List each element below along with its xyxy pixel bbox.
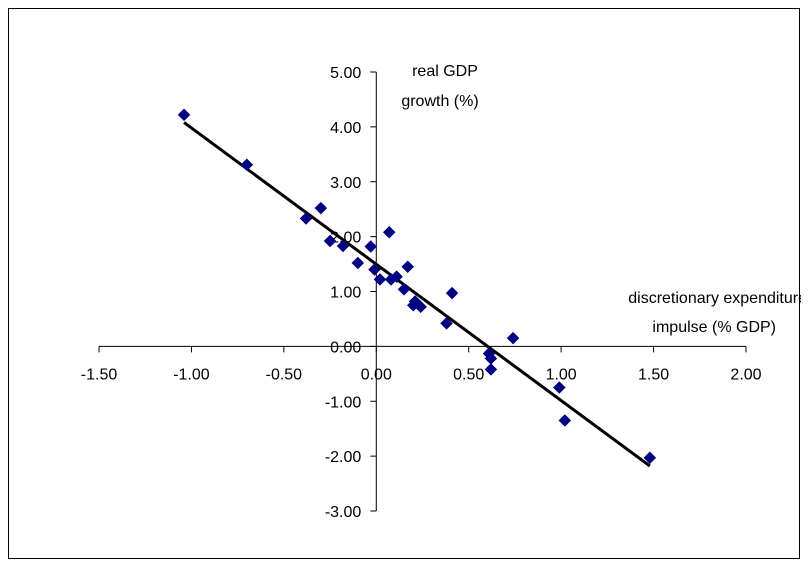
y-axis-title-line1: real GDP (412, 63, 478, 80)
data-point (558, 414, 572, 427)
trendline (183, 121, 651, 468)
data-point (364, 240, 378, 253)
y-tick-label: 3.00 (330, 175, 361, 192)
data-point (484, 363, 498, 376)
data-point (382, 225, 396, 239)
chart-area: -1.50 -1.00 -0.50 0.00 0.50 1.00 1.50 2.00 5.00… (8, 8, 801, 559)
x-tick-label: 0.50 (453, 366, 484, 383)
scatter-plot: -1.50 -1.00 -0.50 0.00 0.50 1.00 1.50 2.00 5.00… (81, 63, 801, 521)
data-point (397, 282, 411, 296)
x-tick-labels: -1.50 -1.00 -0.50 0.00 0.50 1.00 1.50 2.00 (81, 366, 762, 383)
y-tick-label: 1.00 (330, 285, 361, 302)
data-point (390, 270, 403, 284)
trendline-group (183, 121, 651, 468)
x-tick-label: -1.00 (173, 366, 210, 383)
y-tick-label: 2.00 (330, 230, 361, 247)
x-tick-label: 0.00 (361, 366, 392, 383)
data-point (323, 234, 337, 248)
y-tick-label: -1.00 (325, 394, 362, 411)
data-point (440, 316, 453, 330)
x-tick-label: -0.50 (266, 366, 303, 383)
y-tick-label: 5.00 (330, 65, 361, 82)
data-point (314, 201, 328, 215)
y-tick-labels: 5.00 4.00 3.00 2.00 1.00 0.00 -1.00 -2.00 -3.00 (325, 65, 362, 521)
x-tick-label: 1.50 (638, 366, 669, 383)
axes (98, 71, 747, 512)
y-tick-label: -2.00 (325, 449, 362, 466)
x-axis-title-line1: discretionary expenditure (628, 290, 801, 307)
data-point (299, 212, 313, 225)
data-point (401, 260, 415, 274)
x-tick-label: -1.50 (81, 366, 118, 383)
data-point (506, 331, 520, 345)
y-tick-label: -3.00 (325, 504, 362, 521)
data-point (445, 286, 459, 300)
y-tick-label: 4.00 (330, 120, 361, 137)
x-tick-label: 2.00 (730, 366, 761, 383)
data-point (552, 381, 566, 394)
data-point (414, 300, 428, 314)
x-axis-title-line2: impulse (% GDP) (652, 319, 776, 336)
x-tick-label: 1.00 (546, 366, 577, 383)
y-axis-title-line2: growth (%) (401, 93, 478, 110)
data-point (643, 451, 657, 465)
data-point (373, 273, 387, 286)
data-point (336, 239, 350, 253)
data-point (240, 158, 254, 172)
data-point (368, 263, 381, 276)
y-tick-label: 0.00 (330, 339, 361, 356)
data-point (177, 108, 191, 122)
data-points (177, 108, 657, 465)
data-point (351, 256, 365, 270)
